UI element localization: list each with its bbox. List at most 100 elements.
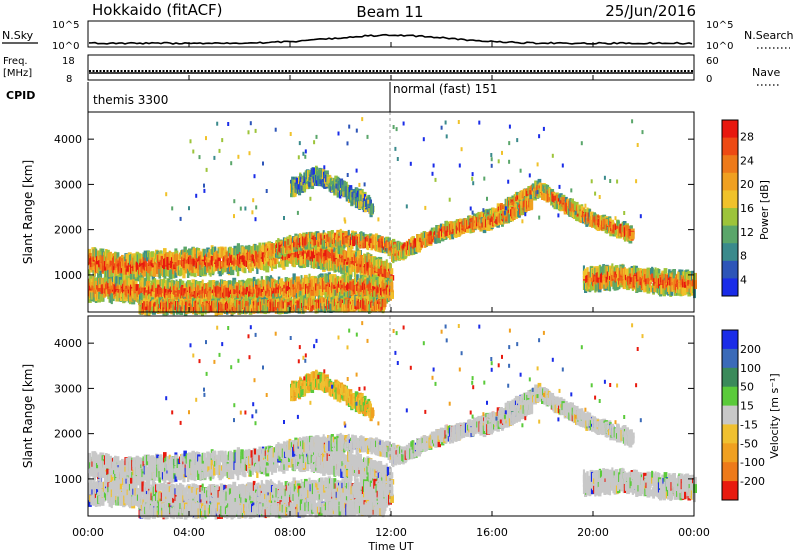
power-cell: [382, 300, 386, 306]
power-cell: [234, 248, 237, 260]
power-cell: [141, 264, 146, 274]
power-cell: [277, 238, 280, 250]
power-cell: [186, 252, 191, 259]
power-cell: [185, 283, 188, 293]
power-cell: [384, 290, 388, 300]
power-cell: [420, 239, 423, 248]
power-cell: [91, 290, 94, 300]
power-cell: [373, 274, 377, 285]
power-cell: [192, 258, 196, 267]
power-cell: [170, 257, 174, 268]
power-cell: [197, 285, 201, 293]
power-cell: [220, 291, 225, 303]
power-cell: [372, 305, 375, 311]
power-cell: [235, 285, 238, 293]
power-cell: [319, 258, 323, 269]
power-cell: [321, 232, 324, 238]
power-cell: [247, 250, 250, 261]
power-cell: [142, 257, 145, 267]
power-cell: [228, 297, 231, 308]
power-cell: [305, 234, 308, 245]
power-cell: [390, 281, 394, 293]
power-cell: [386, 262, 389, 273]
power-cell: [226, 261, 229, 272]
power-cell: [118, 271, 121, 280]
power-cell: [315, 255, 318, 264]
power-cell: [392, 254, 395, 264]
power-cell: [338, 232, 341, 238]
power-cell: [292, 273, 296, 285]
power-cell: [330, 245, 334, 253]
power-cell: [130, 273, 134, 282]
power-cell: [257, 257, 261, 263]
power-cell: [236, 299, 239, 311]
power-cell: [426, 234, 429, 246]
power-cell: [126, 272, 129, 278]
power-cell: [209, 290, 212, 298]
power-cell: [178, 260, 183, 269]
power-cell: [210, 256, 213, 266]
power-cell: [102, 277, 105, 288]
power-cell: [213, 260, 216, 272]
nave-tick-top: 60: [706, 56, 719, 67]
power-cell: [339, 238, 342, 248]
power-cell: [223, 281, 227, 288]
power-cell: [253, 281, 256, 290]
power-cell: [343, 282, 347, 291]
power-cell: [211, 280, 216, 290]
power-cell: [203, 265, 208, 275]
power-cell: [232, 264, 235, 270]
power-cell: [238, 264, 242, 272]
power-cell: [293, 257, 296, 267]
power-cell: [349, 274, 352, 281]
power-cell: [111, 267, 115, 273]
power-cell: [117, 278, 120, 286]
power-cell: [367, 261, 370, 270]
power-cell: [269, 250, 272, 256]
power-cell: [434, 236, 438, 244]
power-cell: [288, 289, 290, 296]
power-cell: [101, 294, 104, 302]
power-cell: [96, 259, 100, 267]
power-cell: [108, 289, 112, 297]
power-cell: [247, 278, 251, 287]
power-cell: [358, 250, 362, 259]
power-cell: [335, 248, 338, 258]
power-cell: [170, 302, 173, 308]
power-cell: [305, 293, 308, 301]
power-cell: [341, 287, 344, 294]
nsky-label: N.Sky: [2, 29, 34, 42]
power-cell: [150, 271, 153, 277]
power-cell: [356, 274, 359, 283]
power-cell: [320, 234, 323, 245]
power-cell: [299, 284, 302, 291]
power-cell: [145, 293, 148, 301]
power-cell: [370, 262, 373, 271]
power-cell: [417, 235, 420, 245]
power-cell: [307, 250, 310, 257]
power-cell: [305, 277, 309, 287]
power-cell: [353, 269, 356, 278]
power-cell: [240, 254, 243, 265]
power-cell: [338, 297, 341, 304]
power-cell: [303, 238, 306, 249]
power-cell: [126, 285, 129, 292]
power-cell: [211, 246, 214, 256]
power-cell: [380, 260, 383, 266]
power-cell: [209, 267, 212, 273]
power-cell: [220, 261, 224, 267]
power-cell: [293, 301, 296, 309]
power-cell: [204, 301, 207, 309]
power-cell: [158, 260, 161, 267]
power-cell: [290, 243, 293, 254]
power-cell: [274, 257, 278, 264]
power-cell: [193, 266, 198, 274]
power-cell: [245, 287, 250, 295]
power-cell: [212, 300, 215, 309]
power-cell: [167, 289, 170, 296]
power-cell: [140, 292, 144, 304]
power-cell: [270, 281, 274, 292]
power-cell: [147, 305, 150, 312]
power-cell: [210, 248, 213, 255]
